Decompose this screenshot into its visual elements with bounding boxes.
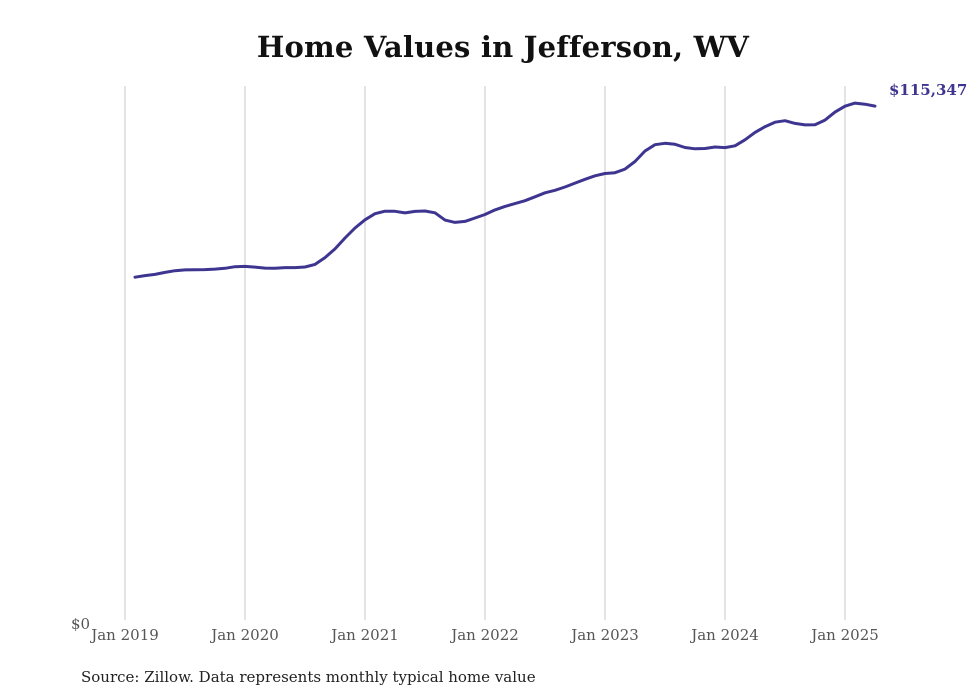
x-tick-label: Jan 2023 [569, 626, 639, 644]
x-tick-label: Jan 2020 [209, 626, 279, 644]
chart-title: Home Values in Jefferson, WV [256, 30, 750, 64]
x-tick-label: Jan 2019 [89, 626, 159, 644]
source-note: Source: Zillow. Data represents monthly … [81, 668, 536, 686]
x-tick-label: Jan 2025 [809, 626, 879, 644]
x-axis-tick-labels: Jan 2019 Jan 2020 Jan 2021 Jan 2022 Jan 2023… [89, 626, 879, 644]
home-value-series-line [133, 101, 877, 279]
x-tick-label: Jan 2022 [449, 626, 519, 644]
x-tick-label: Jan 2024 [689, 626, 759, 644]
x-tick-label: Jan 2021 [329, 626, 399, 644]
vertical-gridlines [124, 86, 846, 620]
y-axis-zero-label: $0 [71, 615, 90, 633]
latest-value-label: $115,347 [889, 81, 967, 99]
